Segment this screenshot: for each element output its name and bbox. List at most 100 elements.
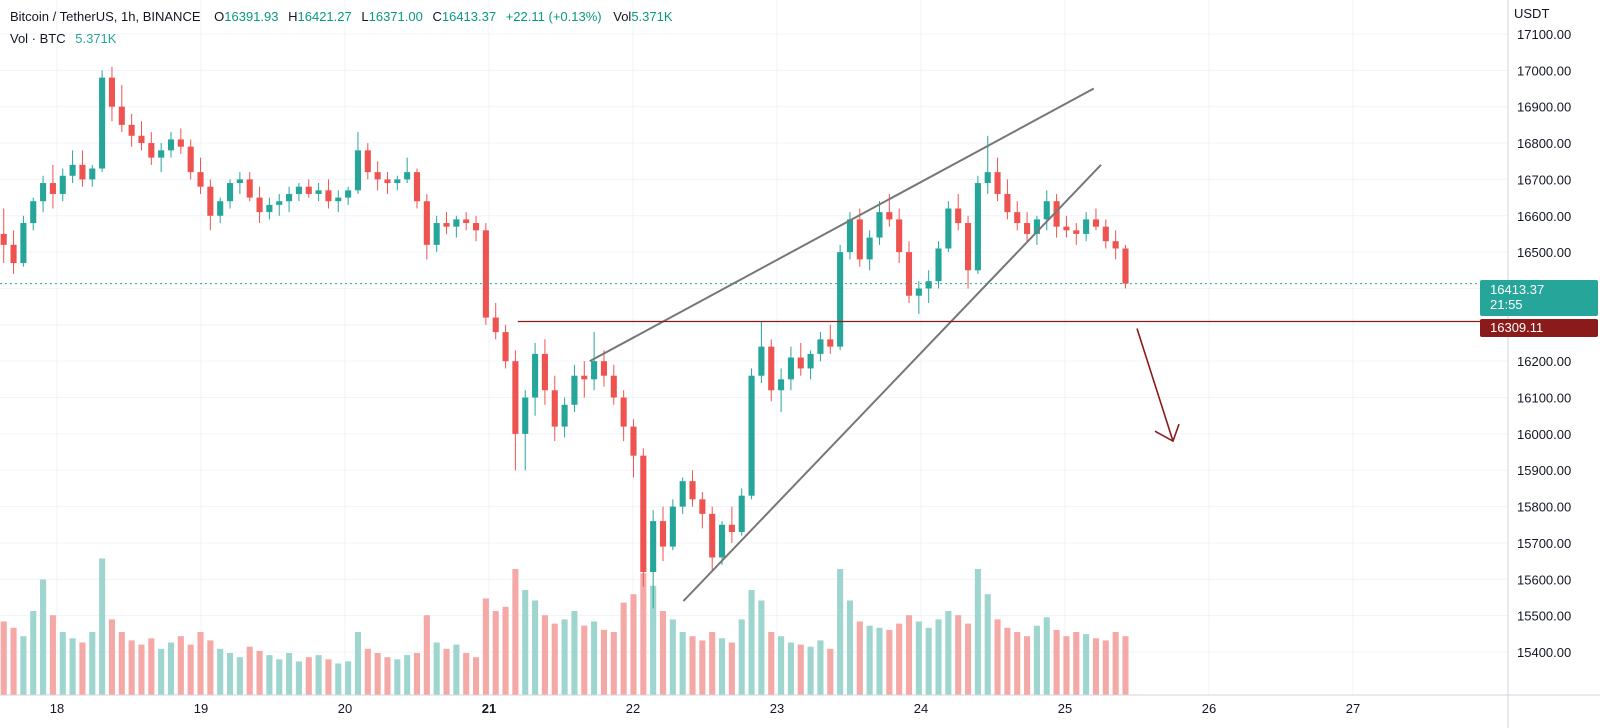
candle-body bbox=[1053, 201, 1060, 227]
candle-body bbox=[640, 455, 647, 573]
volume-indicator-value: 5.371K bbox=[75, 31, 117, 46]
candle-body bbox=[659, 521, 667, 547]
candle-body bbox=[984, 172, 991, 184]
candle-body bbox=[305, 186, 312, 194]
last-price-tag: 16413.37 21:55 bbox=[1480, 280, 1598, 316]
volume-bar bbox=[384, 657, 391, 695]
volume-bar bbox=[1063, 636, 1070, 695]
candle-body bbox=[89, 168, 96, 180]
open-value: 16391.93 bbox=[224, 9, 279, 24]
x-tick-label: 19 bbox=[194, 701, 208, 716]
x-tick-label: 20 bbox=[338, 701, 352, 716]
volume-bar bbox=[1014, 632, 1021, 695]
level-price-value: 16309.11 bbox=[1490, 320, 1544, 335]
candle-body bbox=[20, 223, 27, 264]
candle-body bbox=[856, 219, 863, 260]
candle-body bbox=[286, 193, 293, 202]
candle-body bbox=[69, 164, 76, 176]
candle-body bbox=[49, 183, 56, 194]
candle-body bbox=[433, 223, 440, 245]
volume-legend: Vol · BTC 5.371K bbox=[10, 31, 116, 46]
candle-body bbox=[1004, 193, 1011, 213]
volume-bar bbox=[0, 621, 7, 695]
volume-indicator-label[interactable]: Vol · BTC bbox=[10, 31, 66, 46]
x-tick-label: 24 bbox=[914, 701, 928, 716]
candle-body bbox=[1092, 219, 1100, 227]
y-tick-label: 15800.00 bbox=[1517, 500, 1571, 515]
volume-bar bbox=[866, 625, 873, 695]
candle-body bbox=[1112, 241, 1119, 249]
volume-bar bbox=[561, 619, 568, 695]
volume-bar bbox=[522, 590, 529, 695]
volume-bar bbox=[364, 648, 371, 695]
volume-bar bbox=[905, 615, 913, 695]
x-tick-label: 18 bbox=[50, 701, 64, 716]
volume-bar bbox=[1024, 636, 1031, 695]
volume-bar bbox=[246, 646, 253, 695]
volume-bar bbox=[59, 632, 66, 695]
candle-body bbox=[807, 353, 814, 369]
volume-bar bbox=[177, 636, 184, 695]
candle-body bbox=[59, 175, 66, 194]
volume-bar bbox=[236, 657, 243, 695]
price-unit: USDT bbox=[1514, 6, 1550, 21]
down-arrow-head[interactable] bbox=[1154, 423, 1180, 443]
candle-body bbox=[1102, 226, 1109, 242]
volume-bar bbox=[89, 632, 96, 695]
volume-bar bbox=[286, 653, 293, 695]
volume-bar bbox=[394, 659, 401, 695]
volume-bar bbox=[108, 619, 116, 695]
trendline-upper[interactable] bbox=[589, 87, 1095, 363]
candle-body bbox=[905, 252, 913, 296]
volume-bar bbox=[99, 558, 106, 695]
volume-bar bbox=[1122, 636, 1129, 695]
candle-body bbox=[10, 244, 17, 264]
candle-body bbox=[964, 223, 972, 271]
candle-body bbox=[915, 288, 922, 296]
volume-bar bbox=[20, 636, 27, 695]
candle-body bbox=[236, 179, 243, 184]
x-tick-label: 26 bbox=[1202, 701, 1216, 716]
volume-bar bbox=[295, 661, 302, 695]
volume-bar bbox=[827, 648, 834, 695]
low-value: 16371.00 bbox=[368, 9, 423, 24]
candle-body bbox=[522, 397, 529, 434]
candle-body bbox=[266, 204, 273, 213]
candle-body bbox=[246, 179, 253, 198]
high-label: H bbox=[288, 9, 298, 24]
candle-body bbox=[1043, 201, 1050, 220]
candle-body bbox=[512, 361, 519, 434]
volume-bar bbox=[856, 621, 863, 695]
low-label: L bbox=[361, 9, 369, 24]
volume-bar bbox=[768, 632, 775, 695]
vol-value: 5.371K bbox=[631, 9, 673, 24]
candle-body bbox=[551, 390, 558, 427]
y-tick-label: 16700.00 bbox=[1517, 172, 1571, 187]
volume-bar bbox=[807, 646, 814, 695]
vol-label: Vol bbox=[613, 9, 632, 24]
symbol-title[interactable]: Bitcoin / TetherUS, 1h, BINANCE bbox=[10, 9, 201, 24]
candle-body bbox=[846, 219, 854, 253]
down-arrow-shaft[interactable] bbox=[1136, 328, 1174, 442]
volume-bar bbox=[217, 648, 224, 695]
candle-body bbox=[207, 186, 214, 216]
volume-bar bbox=[935, 619, 942, 695]
x-tick-label: 21 bbox=[482, 701, 496, 716]
bar-countdown: 21:55 bbox=[1490, 297, 1523, 312]
high-value: 16421.27 bbox=[297, 9, 352, 24]
volume-bar bbox=[955, 615, 962, 695]
volume-bar bbox=[886, 629, 893, 695]
volume-bar bbox=[40, 579, 47, 695]
candle-body bbox=[787, 357, 794, 380]
y-tick-label: 16100.00 bbox=[1517, 391, 1571, 406]
candle-body bbox=[817, 339, 824, 354]
volume-bar bbox=[630, 594, 637, 695]
y-tick-label: 16600.00 bbox=[1517, 209, 1571, 224]
volume-bar bbox=[718, 638, 726, 695]
volume-bar bbox=[846, 600, 854, 695]
volume-bar bbox=[1112, 632, 1119, 695]
trendline-lower[interactable] bbox=[682, 164, 1102, 602]
drawing-overlays[interactable] bbox=[0, 87, 1508, 602]
y-tick-label: 15400.00 bbox=[1517, 645, 1571, 660]
